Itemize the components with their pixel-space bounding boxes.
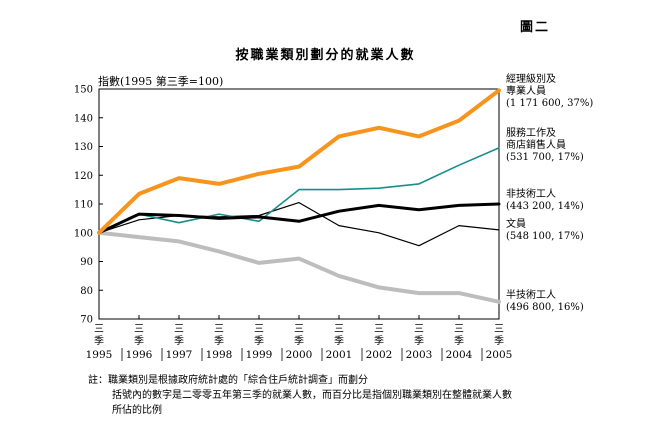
series-line [97,230,501,304]
x-quarter-label: 三 [94,324,104,335]
series-label-line: (531 700, 17%) [506,152,584,163]
x-quarter-label: 三 [334,324,344,335]
y-tick-label: 80 [80,286,93,297]
y-tick-label: 120 [74,171,93,182]
x-year-label: 2005 [486,349,513,361]
series-label-line: (496 800, 16%) [506,302,584,313]
series-label-line: 非技術工人 [506,189,556,200]
x-quarter-label: 三 [134,324,144,335]
series-label: 非技術工人 (443 200, 14%) [506,189,584,213]
x-quarter-label: 季 [414,335,424,347]
x-year-label: 1997 [166,349,193,361]
footnote: 註：職業類別是根據政府統計處的「綜合住戶統計調查」而劃分 括號內的數字是二零零五… [88,373,512,418]
x-year-label: 2001 [326,349,353,361]
y-tick-label: 90 [80,257,93,268]
x-quarter-label: 三 [254,324,264,335]
x-quarter-label: 季 [454,335,464,347]
y-tick-label: 70 [80,315,93,326]
x-quarter-label: 季 [494,335,504,347]
series-label-line: (1 171 600, 37%) [506,98,594,109]
series-label: 服務工作及 商店銷售人員 (531 700, 17%) [506,128,584,164]
x-quarter-label: 季 [374,335,384,347]
x-quarter-label: 季 [174,335,184,347]
series-label-line: 商店銷售人員 [506,140,566,151]
y-tick-label: 150 [74,85,93,96]
x-quarter-label: 季 [134,335,144,347]
x-quarter-label: 季 [334,335,344,347]
x-quarter-label: 三 [294,324,304,335]
series-label-line: (548 100, 17%) [506,231,584,242]
series-label: 半技術工人 (496 800, 16%) [506,290,584,314]
series-label-line: 文員 [506,219,526,230]
x-year-label: 2002 [366,349,393,361]
series-line [98,202,500,247]
series-line [98,147,500,234]
x-quarter-label: 季 [94,335,104,347]
x-quarter-label: 季 [254,335,264,347]
plot-frame [98,88,500,320]
x-year-label: 1996 [126,349,153,361]
x-year-label: 2003 [406,349,433,361]
series-label-line: 半技術工人 [506,290,556,301]
y-tick-label: 130 [74,142,93,153]
y-tick-label: 140 [74,113,93,124]
y-axis-label: 指數(1995 第三季=100) [98,75,224,88]
x-year-label: 1999 [246,349,273,361]
series-line [97,202,501,235]
chart-title: 按職業類別劃分的就業人數 [235,48,416,63]
line-chart: 708090100110120130140150三季1995三季1996三季19… [74,85,513,361]
series-label: 文員 (548 100, 17%) [506,219,584,243]
x-quarter-label: 三 [414,324,424,335]
x-year-label: 1995 [86,349,113,361]
figure-number: 圖二 [520,20,551,35]
x-quarter-label: 三 [374,324,384,335]
series-label-line: 服務工作及 [506,128,556,139]
x-quarter-label: 三 [494,324,504,335]
x-quarter-label: 三 [174,324,184,335]
series-line [97,88,501,235]
footnote-line-3: 所佔的比例 [112,405,162,416]
y-tick-label: 110 [74,200,93,211]
series-label-line: 專業人員 [506,86,546,97]
x-quarter-label: 三 [214,324,224,335]
x-quarter-label: 三 [454,324,464,335]
x-year-label: 2004 [446,349,473,361]
x-year-label: 1998 [206,349,233,361]
series-label: 經理級別及 專業人員 (1 171 600, 37%) [506,74,593,110]
y-tick-label: 100 [74,228,93,239]
x-quarter-label: 季 [214,335,224,347]
series-label-line: (443 200, 14%) [506,201,584,212]
footnote-line-1: 註：職業類別是根據政府統計處的「綜合住戶統計調查」而劃分 [88,375,368,386]
x-quarter-label: 季 [294,335,304,347]
x-year-label: 2000 [286,349,313,361]
footnote-line-2: 括號內的數字是二零零五年第三季的就業人數，而百分比是指個別職業類別在整體就業人數 [112,390,512,401]
series-label-line: 經理級別及 [506,74,556,85]
